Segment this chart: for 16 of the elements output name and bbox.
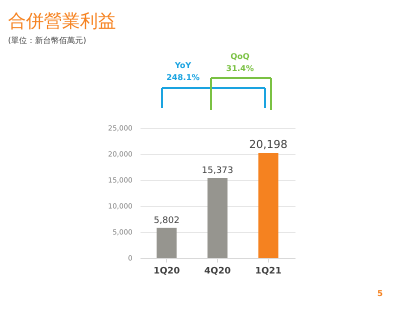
data-label: 5,802 — [154, 216, 180, 226]
bar — [156, 228, 177, 258]
text: (單位：新台幣佰萬元) — [8, 36, 86, 45]
data-label: 20,198 — [249, 138, 288, 151]
x-tick-label: 1Q20 — [153, 266, 180, 276]
x-tick-label: 1Q21 — [255, 266, 282, 276]
text: QoQ — [230, 52, 250, 61]
text: YoY — [174, 61, 192, 70]
text: 31.4% — [226, 64, 254, 73]
bar — [258, 152, 278, 258]
chart-title: 合併營業利益 — [8, 11, 116, 32]
text: 5 — [377, 289, 384, 298]
data-label: 15,373 — [202, 166, 234, 176]
bar — [208, 178, 228, 258]
x-tick-label: 4Q20 — [204, 266, 231, 276]
text: 248.1% — [166, 73, 200, 82]
